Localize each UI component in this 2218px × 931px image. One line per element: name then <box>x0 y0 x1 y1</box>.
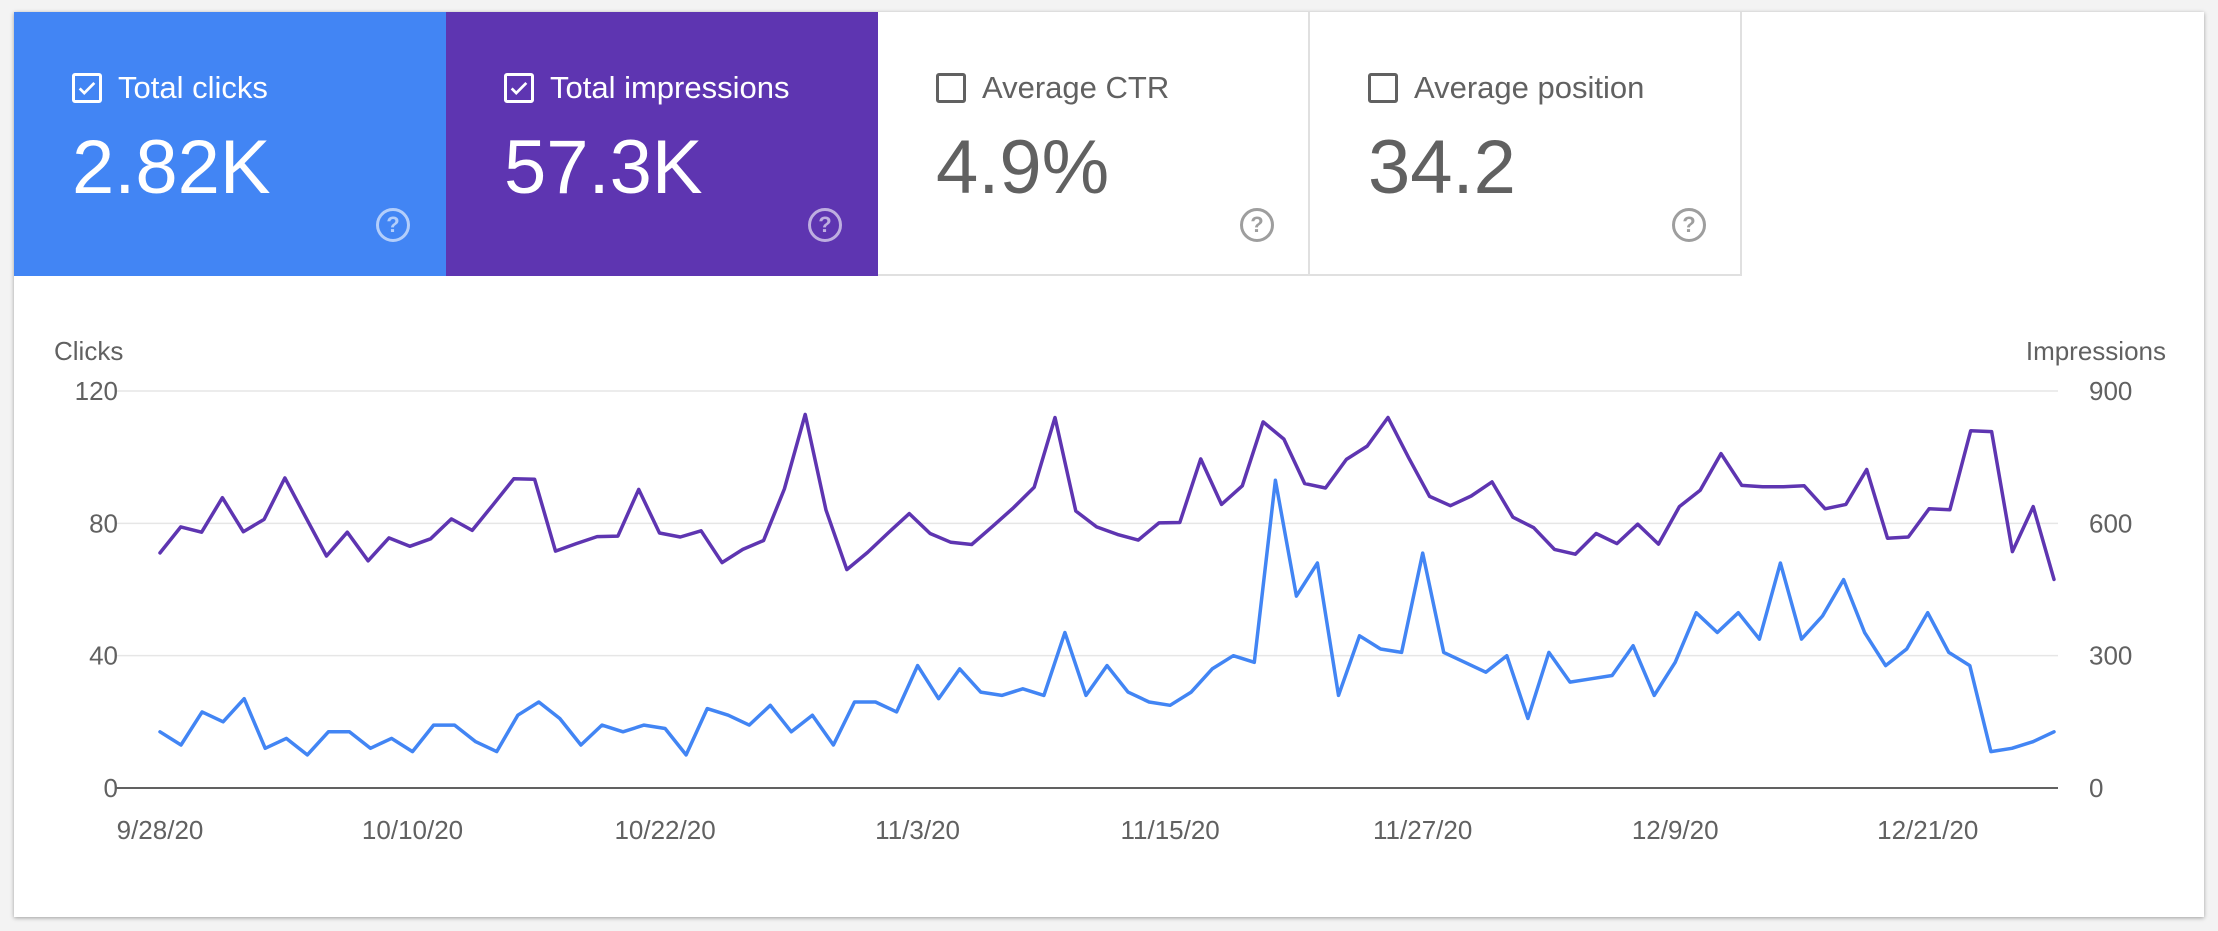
help-circle-icon[interactable]: ? <box>376 208 410 242</box>
metric-card-value: 34.2 <box>1368 125 1516 210</box>
right-axis-tick-label: 0 <box>2089 773 2103 803</box>
checkbox-checked-icon[interactable] <box>72 73 102 103</box>
help-circle-icon[interactable]: ? <box>1672 208 1706 242</box>
metric-card-label: Average CTR <box>982 70 1170 105</box>
x-axis-tick-label: 12/21/20 <box>1877 815 1978 845</box>
metric-cards: Total clicks 2.82K? Total impressions 57.3K… <box>14 12 1742 276</box>
metric-card-average-ctr[interactable]: Average CTR 4.9%? <box>878 12 1310 276</box>
right-axis-tick-label: 300 <box>2089 641 2132 671</box>
left-axis-tick-label: 0 <box>104 773 118 803</box>
metric-card-value: 4.9% <box>936 125 1110 210</box>
x-axis-tick-label: 10/22/20 <box>614 815 715 845</box>
right-axis-tick-label: 900 <box>2089 376 2132 406</box>
left-axis-tick-label: 80 <box>89 508 118 538</box>
x-axis-tick-label: 11/27/20 <box>1373 815 1472 845</box>
metric-card-average-position[interactable]: Average position 34.2? <box>1310 12 1742 276</box>
performance-chart: Clicks Impressions 0 40 80 120 0 300 600 900 9/28/… <box>54 336 2166 845</box>
metric-card-value: 57.3K <box>504 125 703 210</box>
metric-card-header: Average CTR <box>936 70 1169 106</box>
x-axis-tick-label: 9/28/20 <box>117 815 204 845</box>
metric-card-label: Average position <box>1414 70 1645 105</box>
left-axis-title: Clicks <box>54 336 123 366</box>
right-axis-tick-label: 600 <box>2089 508 2132 538</box>
help-circle-icon[interactable]: ? <box>808 208 842 242</box>
x-axis-tick-label: 11/15/20 <box>1120 815 1219 845</box>
checkbox-unchecked-icon[interactable] <box>1368 73 1398 103</box>
metric-card-total-clicks[interactable]: Total clicks 2.82K? <box>14 12 446 276</box>
help-circle-icon[interactable]: ? <box>1240 208 1274 242</box>
metric-card-label: Total impressions <box>550 70 790 105</box>
metric-card-label: Total clicks <box>118 70 268 105</box>
checkbox-checked-icon[interactable] <box>504 73 534 103</box>
metric-card-header: Total clicks <box>72 70 268 106</box>
x-axis-tick-label: 10/10/20 <box>362 815 463 845</box>
metric-card-value: 2.82K <box>72 125 271 210</box>
performance-panel: Total clicks 2.82K? Total impressions 57.3K… <box>14 12 2204 917</box>
x-axis-tick-label: 11/3/20 <box>875 815 960 845</box>
x-axis-tick-label: 12/9/20 <box>1632 815 1719 845</box>
series-line-total-clicks <box>158 478 2056 757</box>
metric-card-header: Total impressions <box>504 70 789 106</box>
right-axis-title: Impressions <box>2026 336 2166 366</box>
left-axis-tick-label: 40 <box>89 641 118 671</box>
metric-card-header: Average position <box>1368 70 1644 106</box>
left-axis-tick-label: 120 <box>75 376 118 406</box>
metric-card-total-impressions[interactable]: Total impressions 57.3K? <box>446 12 878 276</box>
checkbox-unchecked-icon[interactable] <box>936 73 966 103</box>
series-line-total-impressions <box>158 412 2056 582</box>
